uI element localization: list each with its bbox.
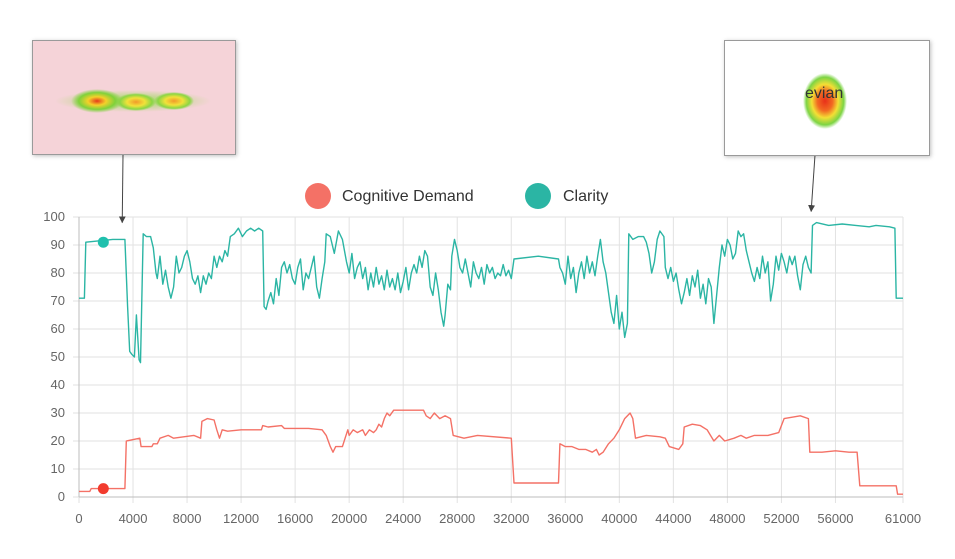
legend-swatch-cognitive-demand [305,183,331,209]
x-tick-label: 8000 [173,511,202,526]
connector-left-arrow [118,154,126,224]
legend: Cognitive Demand Clarity [305,183,608,209]
x-tick-label: 44000 [655,511,691,526]
y-tick-label: 90 [51,237,65,252]
thumbnail-connectors [118,154,816,224]
y-tick-label: 60 [51,321,65,336]
legend-swatch-clarity [525,183,551,209]
x-tick-label: 36000 [547,511,583,526]
series-line-cognitive-demand [79,409,903,495]
heatmap-blobs-right [803,73,847,129]
series-line-clarity [79,221,903,364]
y-tick-label: 40 [51,377,65,392]
x-tick-label: 28000 [439,511,475,526]
axes: 0 10 20 30 40 50 60 70 80 90 100 0 4000 8000 12000 1600… [43,209,921,526]
connector-right-arrow [808,154,816,213]
series-markers [97,236,109,495]
series-marker-cognitive-demand [97,483,109,495]
x-tick-label: 16000 [277,511,313,526]
x-tick-label: 52000 [763,511,799,526]
y-tick-label: 80 [51,265,65,280]
legend-label-cognitive-demand: Cognitive Demand [342,188,474,205]
y-tick-label: 70 [51,293,65,308]
x-tick-label: 32000 [493,511,529,526]
y-tick-label: 50 [51,349,65,364]
x-tick-label: 20000 [331,511,367,526]
y-tick-label: 20 [51,433,65,448]
y-tick-label: 0 [58,489,65,504]
x-tick-label: 0 [75,511,82,526]
heatmap-thumbnail-right: evian [724,40,930,156]
heatmap-thumbnail-left [32,40,236,155]
legend-label-clarity: Clarity [563,188,608,205]
x-tick-label: 4000 [119,511,148,526]
series-marker-clarity [97,236,109,248]
thumbnail-word: evian [805,85,844,102]
y-tick-label: 100 [43,209,65,224]
y-tick-label: 10 [51,461,65,476]
y-tick-label: 30 [51,405,65,420]
series-lines [79,221,903,495]
grid-lines [73,216,904,503]
x-tick-label: 40000 [601,511,637,526]
x-tick-label: 24000 [385,511,421,526]
x-tick-label: 48000 [709,511,745,526]
x-tick-label: 61000 [885,511,921,526]
heatmap-blobs-left [55,89,211,113]
x-tick-label: 12000 [223,511,259,526]
x-tick-label: 56000 [817,511,853,526]
